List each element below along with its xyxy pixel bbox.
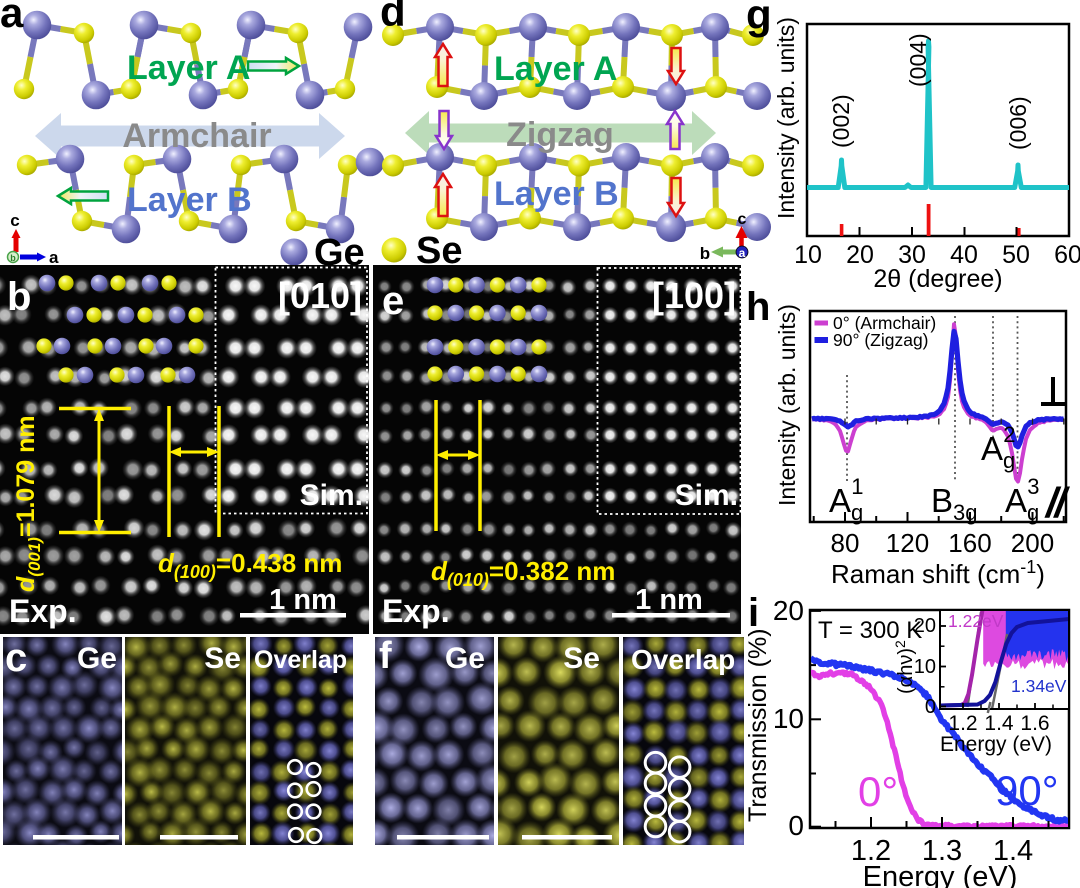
svg-text:Intensity (arb. units): Intensity (arb. units) — [774, 304, 800, 506]
svg-text:d(100)=0.438 nm: d(100)=0.438 nm — [158, 548, 342, 582]
svg-text:f: f — [379, 635, 392, 677]
svg-text:Ge: Ge — [77, 642, 117, 675]
svg-text:c: c — [10, 211, 19, 230]
svg-text:60: 60 — [1054, 241, 1080, 269]
svg-text:0: 0 — [788, 810, 804, 841]
svg-text:h: h — [746, 285, 770, 329]
svg-text:1.4: 1.4 — [984, 712, 1014, 735]
svg-text:0° (Armchair): 0° (Armchair) — [833, 313, 936, 333]
svg-text:Raman shift (cm-1): Raman shift (cm-1) — [831, 557, 1045, 589]
svg-text:b: b — [700, 244, 710, 263]
svg-text:a: a — [739, 246, 746, 260]
svg-text:40: 40 — [950, 241, 978, 269]
svg-text:1.3: 1.3 — [922, 835, 962, 867]
svg-text:20: 20 — [914, 615, 936, 637]
svg-text:Intensity (arb. units): Intensity (arb. units) — [773, 17, 799, 219]
svg-text:1.2: 1.2 — [948, 712, 977, 735]
svg-text:b: b — [7, 275, 31, 319]
svg-text:Layer B: Layer B — [494, 175, 619, 213]
svg-text:d(010)=0.382 nm: d(010)=0.382 nm — [431, 556, 615, 590]
svg-text:0: 0 — [925, 696, 936, 718]
svg-text:90° (Zigzag): 90° (Zigzag) — [833, 330, 929, 350]
svg-text:(004): (004) — [905, 33, 931, 87]
svg-text:10: 10 — [794, 241, 822, 269]
svg-text:20: 20 — [846, 241, 874, 269]
svg-text:Sim.: Sim. — [300, 479, 363, 512]
svg-text:Overlap: Overlap — [631, 644, 735, 675]
svg-text:e: e — [382, 279, 404, 323]
svg-text:Se: Se — [204, 642, 241, 675]
svg-text:Overlap: Overlap — [254, 646, 347, 674]
svg-text:20: 20 — [773, 595, 804, 626]
svg-text:(αhν)2: (αhν)2 — [892, 640, 917, 694]
svg-text:a: a — [49, 248, 59, 267]
svg-text:Ag2: Ag2 — [981, 422, 1016, 473]
svg-text:Energy (eV): Energy (eV) — [940, 733, 1052, 756]
svg-text:2θ (degree): 2θ (degree) — [873, 265, 1002, 293]
svg-text:0°: 0° — [858, 768, 898, 815]
svg-text:(006): (006) — [1005, 96, 1031, 150]
svg-text:160: 160 — [948, 528, 991, 558]
svg-text:30: 30 — [898, 241, 926, 269]
svg-text:Layer B: Layer B — [127, 181, 252, 219]
svg-text:c: c — [738, 211, 747, 228]
svg-text:10: 10 — [914, 656, 936, 678]
svg-text:50: 50 — [1002, 241, 1030, 269]
svg-text:T = 300 K: T = 300 K — [818, 617, 922, 644]
svg-text:Ag3: Ag3 — [1005, 474, 1040, 525]
svg-text:1 nm: 1 nm — [635, 584, 703, 616]
svg-text:Ag1: Ag1 — [829, 474, 864, 525]
svg-text:Ge: Ge — [445, 642, 485, 675]
svg-text:[100]: [100] — [652, 275, 736, 316]
svg-text:1.22eV: 1.22eV — [948, 611, 1004, 631]
svg-text:Energy (eV): Energy (eV) — [863, 861, 1018, 888]
svg-text:(002): (002) — [828, 94, 854, 148]
svg-text:10: 10 — [773, 703, 804, 734]
svg-text:Layer A: Layer A — [127, 49, 250, 87]
svg-text:1.6: 1.6 — [1020, 712, 1049, 735]
svg-text:1.2: 1.2 — [851, 835, 891, 867]
svg-text:Sim.: Sim. — [675, 479, 738, 512]
svg-text:120: 120 — [886, 528, 929, 558]
svg-text:d: d — [380, 0, 406, 35]
svg-text:Se: Se — [563, 642, 600, 675]
svg-text:Zigzag: Zigzag — [506, 116, 614, 154]
svg-text:Exp.: Exp. — [9, 593, 77, 629]
svg-text:1 nm: 1 nm — [269, 584, 337, 616]
svg-text:Armchair: Armchair — [122, 117, 271, 155]
svg-text:c: c — [5, 636, 27, 680]
svg-text:1.34eV: 1.34eV — [1011, 676, 1067, 696]
svg-text:Exp.: Exp. — [382, 593, 450, 629]
svg-text:1.4: 1.4 — [993, 835, 1033, 867]
svg-text:g: g — [746, 0, 772, 38]
svg-text:i: i — [748, 591, 759, 635]
svg-text:b: b — [10, 253, 16, 263]
svg-text:Layer A: Layer A — [494, 50, 617, 88]
svg-text:200: 200 — [1011, 528, 1054, 558]
svg-text:d(001)=1.079 nm: d(001)=1.079 nm — [12, 415, 44, 592]
svg-text:80: 80 — [831, 528, 860, 558]
svg-text:[010]: [010] — [278, 275, 362, 316]
svg-text:a: a — [0, 0, 24, 36]
svg-text:Transmission (%): Transmission (%) — [744, 628, 772, 822]
svg-text:90°: 90° — [995, 767, 1059, 814]
